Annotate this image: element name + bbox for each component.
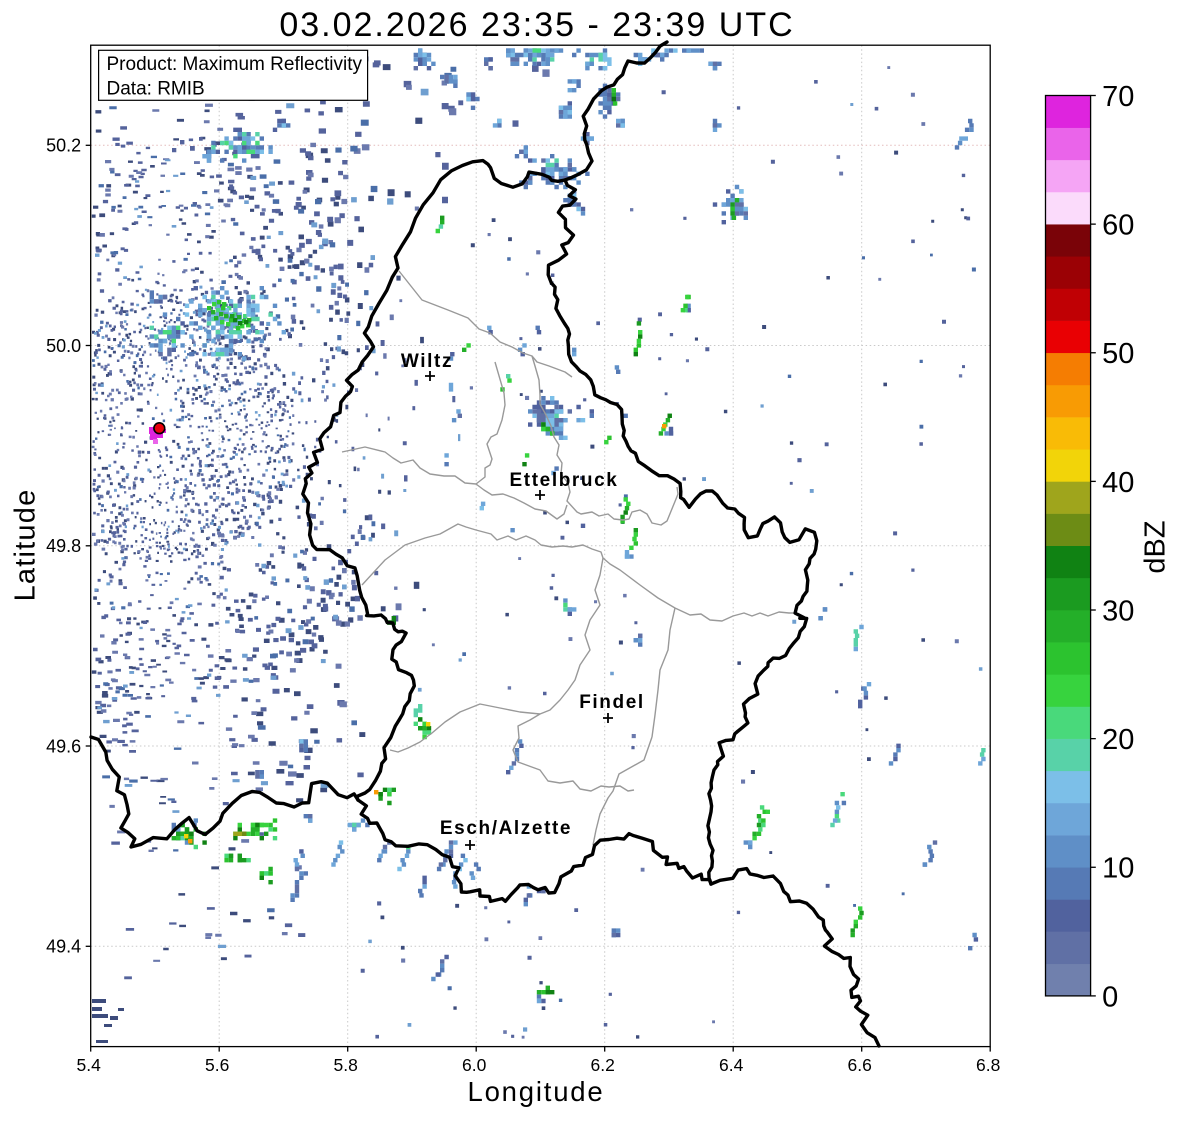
svg-text:5.6: 5.6 bbox=[205, 1055, 229, 1075]
svg-text:49.4: 49.4 bbox=[46, 937, 81, 957]
svg-text:Data: RMIB: Data: RMIB bbox=[107, 79, 205, 100]
svg-text:Ettelbruck: Ettelbruck bbox=[510, 470, 619, 491]
svg-text:Product: Maximum Reflectivity: Product: Maximum Reflectivity bbox=[107, 54, 363, 75]
svg-text:10: 10 bbox=[1102, 853, 1134, 885]
svg-text:50.0: 50.0 bbox=[46, 336, 81, 356]
svg-text:Wiltz: Wiltz bbox=[401, 351, 453, 372]
svg-text:0: 0 bbox=[1102, 981, 1118, 1013]
svg-text:60: 60 bbox=[1102, 210, 1134, 242]
svg-text:20: 20 bbox=[1102, 724, 1134, 756]
svg-text:03.02.2026 23:35 - 23:39 UTC: 03.02.2026 23:35 - 23:39 UTC bbox=[279, 6, 794, 44]
svg-text:70: 70 bbox=[1102, 81, 1134, 113]
svg-text:6.8: 6.8 bbox=[976, 1055, 1000, 1075]
svg-text:6.4: 6.4 bbox=[719, 1055, 744, 1075]
svg-text:6.2: 6.2 bbox=[591, 1055, 615, 1075]
svg-text:30: 30 bbox=[1102, 595, 1134, 627]
svg-text:49.6: 49.6 bbox=[46, 736, 81, 756]
svg-text:5.8: 5.8 bbox=[334, 1055, 358, 1075]
svg-text:6.0: 6.0 bbox=[462, 1055, 487, 1075]
svg-text:6.6: 6.6 bbox=[848, 1055, 872, 1075]
svg-text:50.2: 50.2 bbox=[46, 136, 81, 156]
svg-text:dBZ: dBZ bbox=[1140, 520, 1172, 573]
svg-text:Esch/Alzette: Esch/Alzette bbox=[440, 818, 572, 839]
svg-text:40: 40 bbox=[1102, 467, 1134, 499]
svg-text:Findel: Findel bbox=[579, 692, 645, 713]
svg-text:Latitude: Latitude bbox=[10, 489, 42, 602]
svg-text:50: 50 bbox=[1102, 338, 1134, 370]
svg-text:49.8: 49.8 bbox=[46, 536, 81, 556]
svg-text:5.4: 5.4 bbox=[77, 1055, 102, 1075]
svg-text:Longitude: Longitude bbox=[467, 1076, 604, 1107]
